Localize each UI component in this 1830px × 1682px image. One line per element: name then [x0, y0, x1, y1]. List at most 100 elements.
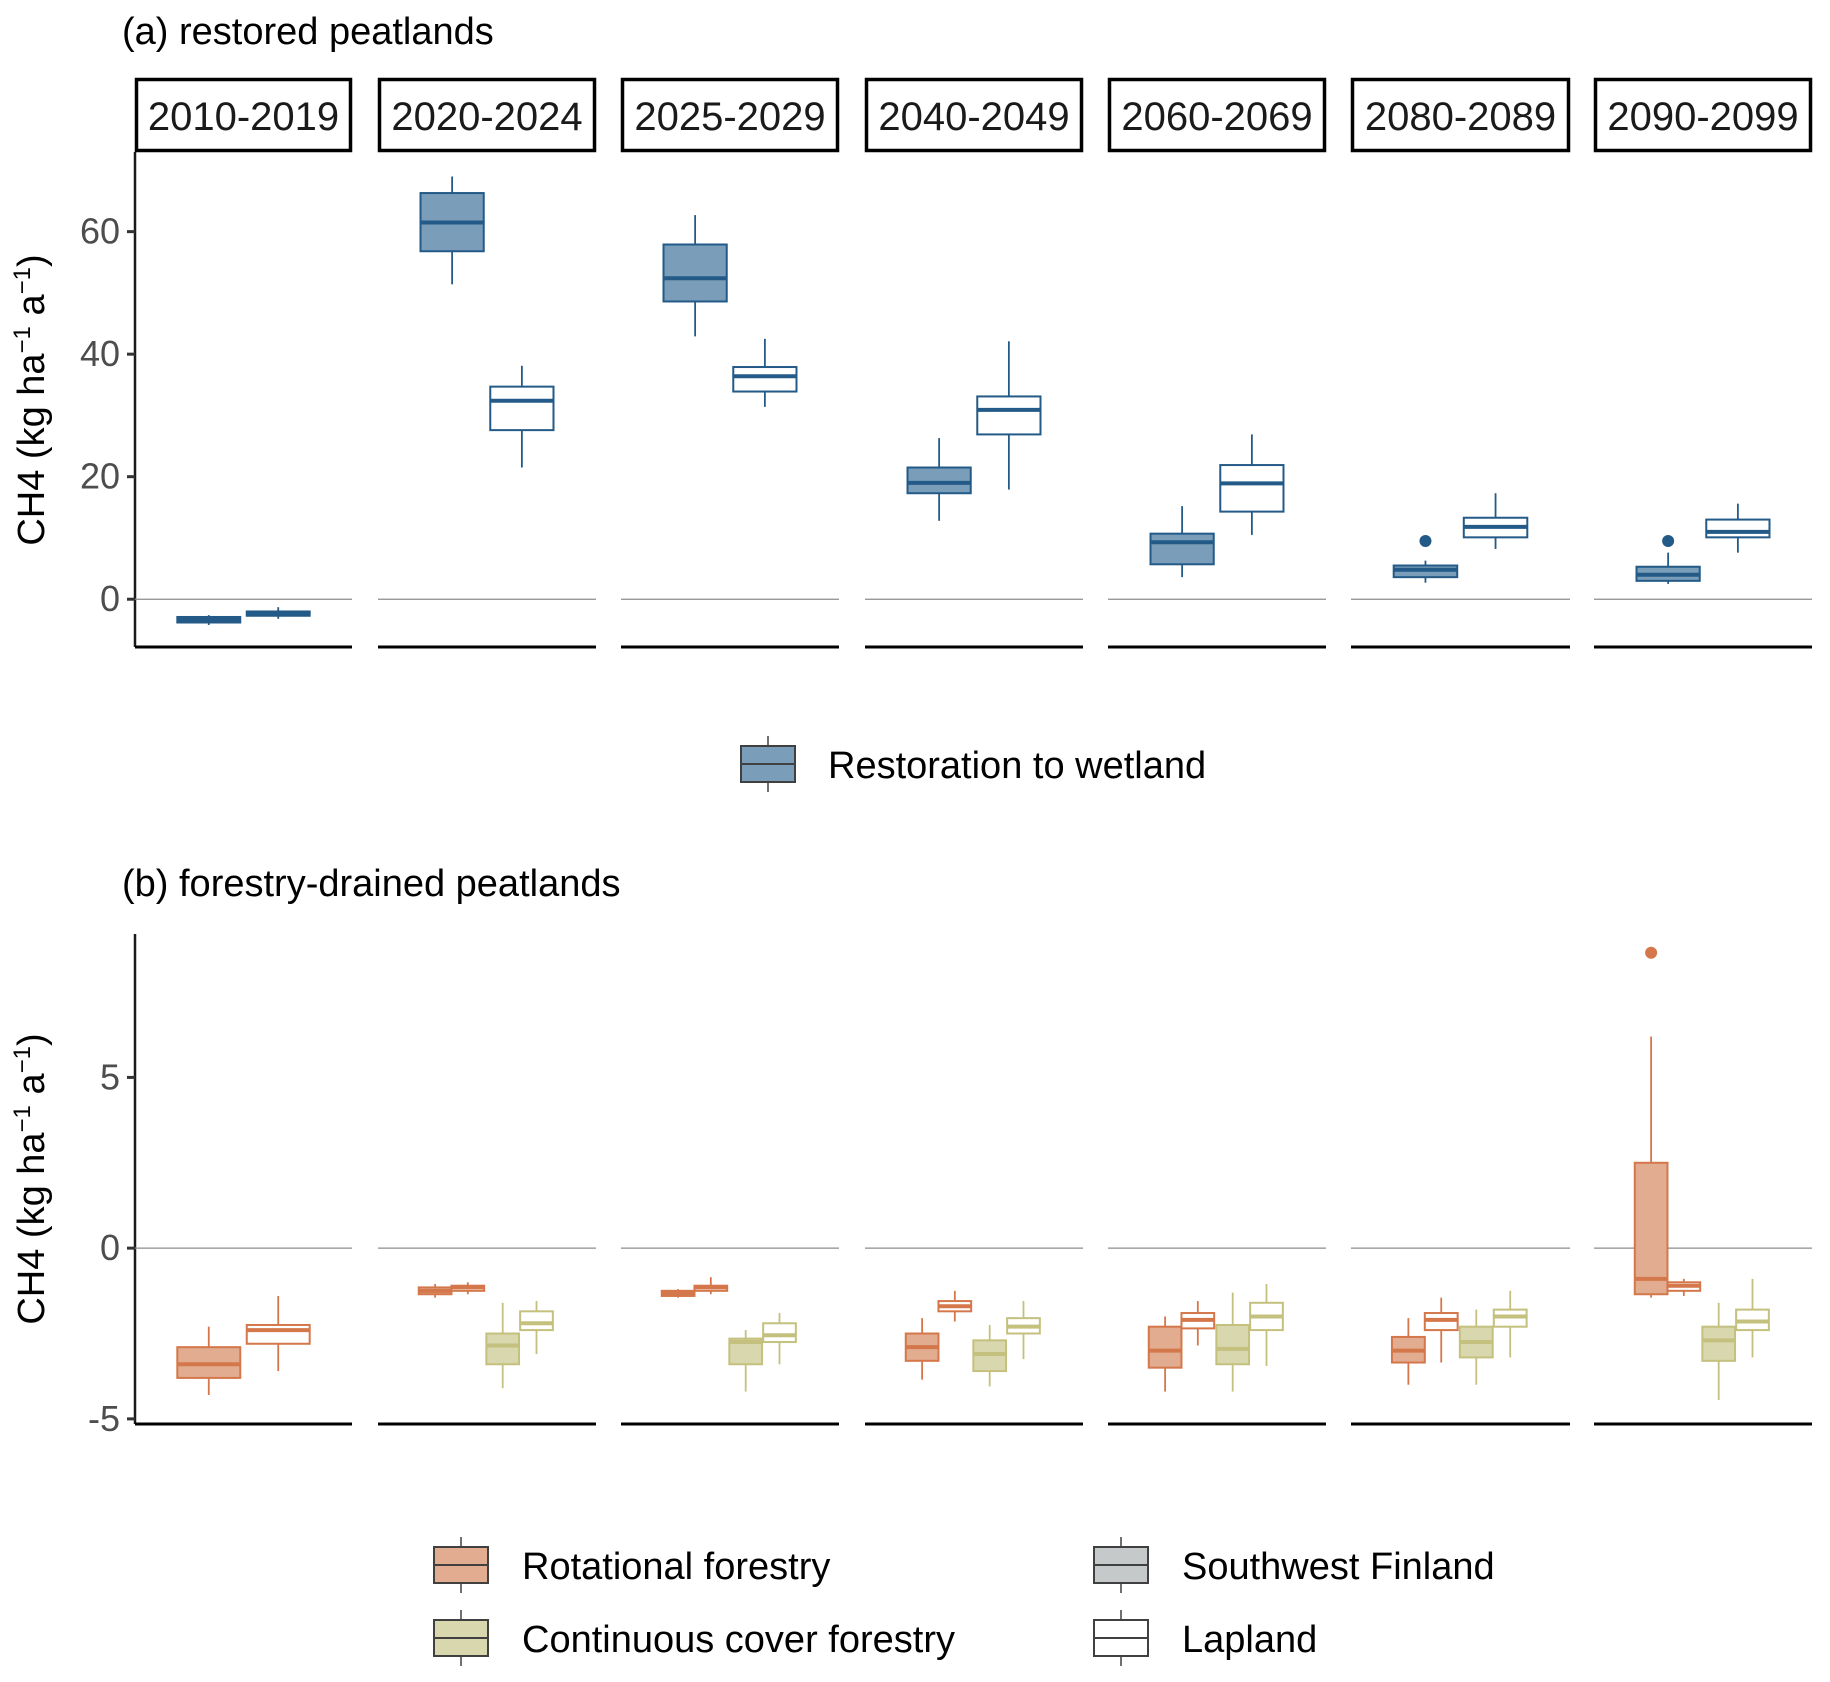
facet-strip-label: 2025-2029	[634, 95, 825, 139]
box-iqr	[976, 395, 1042, 436]
panel-a-y-axis-title: CH4 (kg ha−1 a−1)	[9, 254, 53, 545]
box-restoration-southwest	[1635, 535, 1701, 584]
box-ccf-southwest	[728, 1330, 764, 1392]
box-restoration-southwest	[1149, 506, 1215, 578]
box-rotational-southwest	[1147, 1316, 1183, 1392]
box-restoration-southwest	[662, 215, 728, 337]
box-ccf-lapland	[1492, 1290, 1528, 1358]
box-rotational-southwest	[1390, 1318, 1426, 1385]
box-ccf-southwest	[1701, 1302, 1737, 1401]
legend-key-ccf	[433, 1610, 489, 1666]
panel-b-y-axis-title: CH4 (kg ha−1 a−1)	[9, 1033, 53, 1324]
y-title-sup2: −1	[9, 1046, 36, 1073]
box-ccf-lapland	[762, 1313, 797, 1365]
box-iqr	[1633, 1161, 1669, 1296]
y-tick-label: 40	[80, 333, 120, 374]
box-iqr	[762, 1322, 797, 1344]
box-restoration-lapland	[1705, 503, 1771, 553]
box-restoration-lapland	[489, 365, 555, 468]
y-tick-label: 5	[100, 1056, 120, 1097]
y-title-mid: a	[11, 1073, 53, 1106]
legend-key-rotational	[433, 1537, 489, 1593]
y-title-sup2: −1	[9, 267, 36, 294]
panel-a-plot: 0 20 40 60 2010-2019 2020-2024 2025-2029 2040-2…	[80, 77, 1813, 649]
legend-label: Southwest Finland	[1182, 1546, 1495, 1588]
facet-strip	[134, 77, 353, 153]
box-rotational-lapland	[450, 1282, 486, 1295]
facet-strip	[1350, 77, 1571, 153]
panel-a-legend: Restoration to wetland	[740, 736, 1206, 792]
outlier-point	[1662, 535, 1675, 548]
facet-strip	[1107, 77, 1327, 153]
box-iqr	[906, 466, 972, 495]
box-ccf-lapland	[519, 1301, 554, 1354]
panel-b-legend: Rotational forestry Continuous cover fore…	[433, 1537, 1495, 1666]
box-ccf-southwest	[972, 1324, 1008, 1387]
box-ccf-lapland	[1735, 1278, 1770, 1358]
panel-b-title: (b) forestry-drained peatlands	[122, 863, 620, 905]
box-iqr	[1701, 1325, 1737, 1362]
box-ccf-southwest	[1458, 1309, 1494, 1385]
y-title-sup1: −1	[9, 326, 36, 353]
box-ccf-lapland	[1249, 1284, 1284, 1366]
box-restoration-southwest	[419, 176, 485, 285]
box-restoration-lapland	[732, 338, 798, 407]
box-iqr	[1215, 1323, 1251, 1366]
box-iqr	[485, 1332, 521, 1366]
box-rotational-lapland	[1423, 1297, 1459, 1363]
box-rotational-southwest	[660, 1289, 696, 1298]
facet-strip-label: 2060-2069	[1121, 95, 1312, 139]
legend-key-southwest	[1093, 1537, 1149, 1593]
panel-a-title: (a) restored peatlands	[122, 11, 494, 53]
panel-b-plot: -5 0 5	[88, 934, 1812, 1439]
box-restoration-lapland	[1462, 493, 1529, 549]
y-title-main: CH4 (kg ha	[11, 1132, 53, 1325]
facet-strip	[1593, 77, 1813, 153]
box-iqr	[662, 243, 728, 303]
outlier-point	[1645, 946, 1658, 959]
box-iqr	[732, 366, 798, 393]
y-title-end: )	[11, 1033, 53, 1046]
facet-strip-label: 2010-2019	[148, 95, 339, 139]
y-title-mid: a	[11, 294, 53, 327]
box-restoration-lapland	[1219, 434, 1285, 535]
box-rotational-lapland	[1666, 1278, 1702, 1296]
box-iqr	[1149, 532, 1215, 566]
facet-strip-label: 2020-2024	[391, 95, 582, 139]
box-ccf-southwest	[485, 1302, 521, 1389]
box-iqr	[245, 1323, 311, 1345]
y-title-main: CH4 (kg ha	[11, 353, 53, 546]
box-restoration-lapland	[245, 607, 311, 619]
legend-label: Restoration to wetland	[828, 745, 1206, 787]
facet-strip-label: 2090-2099	[1607, 95, 1798, 139]
box-ccf-southwest	[1215, 1292, 1251, 1392]
facet-strip	[377, 77, 597, 153]
facet-strip	[620, 77, 840, 153]
box-ccf-lapland	[1006, 1301, 1041, 1360]
facet-strip-label: 2040-2049	[878, 95, 1069, 139]
legend-key-lapland	[1093, 1610, 1149, 1666]
facet-strip	[864, 77, 1084, 153]
facet-strip-label: 2080-2089	[1365, 95, 1556, 139]
y-tick-label: -5	[88, 1398, 120, 1439]
y-tick-label: 60	[80, 211, 120, 252]
box-restoration-southwest	[176, 615, 242, 625]
box-restoration-lapland	[976, 341, 1042, 490]
box-rotational-southwest	[417, 1284, 453, 1298]
box-iqr	[1147, 1325, 1183, 1369]
box-restoration-southwest	[1392, 535, 1459, 583]
box-rotational-lapland	[1180, 1301, 1216, 1346]
box-iqr	[1219, 464, 1285, 513]
y-tick-label: 0	[100, 1227, 120, 1268]
legend-label: Rotational forestry	[522, 1546, 830, 1588]
box-iqr	[519, 1310, 554, 1332]
box-rotational-southwest	[1633, 946, 1669, 1298]
box-restoration-southwest	[906, 438, 972, 521]
box-rotational-southwest	[176, 1326, 242, 1395]
box-iqr	[489, 385, 555, 432]
y-tick-label: 0	[100, 578, 120, 619]
legend-label: Lapland	[1182, 1619, 1317, 1661]
box-iqr	[1705, 518, 1771, 539]
legend-key-restoration	[740, 736, 796, 792]
